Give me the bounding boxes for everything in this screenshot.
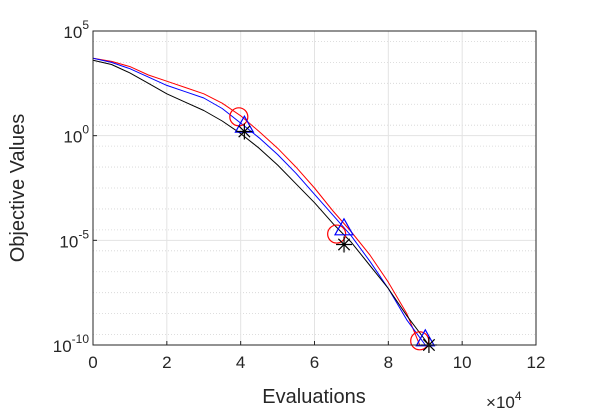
y-tick-base: 10 [53, 337, 72, 356]
x-ticks: 0 2 4 6 8 10 12 [88, 341, 545, 372]
x-tick-label: 0 [88, 353, 97, 372]
x-tick-label: 12 [527, 353, 546, 372]
x-multiplier-label: ×104 [486, 389, 522, 412]
x-multiplier-exponent: 4 [515, 389, 522, 403]
triangle-marker [415, 328, 436, 347]
triangle-marker [333, 217, 355, 236]
x-multiplier-base: 10 [496, 393, 515, 412]
y-tick-exponent: 5 [82, 18, 89, 32]
series-line [92, 57, 421, 346]
y-tick-label: 100 [63, 123, 89, 147]
y-tick-exponent: -5 [78, 227, 89, 241]
y-tick-base: 10 [63, 128, 82, 147]
x-tick-label: 6 [310, 353, 319, 372]
x-tick-label: 8 [384, 353, 393, 372]
asterisk-marker [236, 123, 253, 140]
x-axis-label: Evaluations [262, 386, 365, 408]
y-tick-label: 10-10 [53, 332, 90, 356]
y-tick-base: 10 [63, 23, 82, 42]
x-tick-label: 2 [162, 353, 171, 372]
series-lines [92, 57, 430, 346]
x-tick-label: 10 [453, 353, 472, 372]
y-tick-label: 105 [63, 18, 89, 42]
y-tick-base: 10 [59, 232, 78, 251]
y-tick-label: 10-5 [59, 227, 89, 251]
circle-marker [327, 224, 347, 244]
y-tick-exponent: 0 [82, 123, 89, 137]
series-line [92, 57, 426, 346]
asterisk-marker [336, 236, 353, 253]
y-axis-label: Objective Values [7, 114, 29, 263]
x-multiplier-times: × [486, 393, 496, 412]
y-tick-exponent: -10 [72, 332, 90, 346]
series-markers [229, 107, 437, 353]
x-tick-label: 4 [236, 353, 245, 372]
series-line [92, 59, 430, 346]
